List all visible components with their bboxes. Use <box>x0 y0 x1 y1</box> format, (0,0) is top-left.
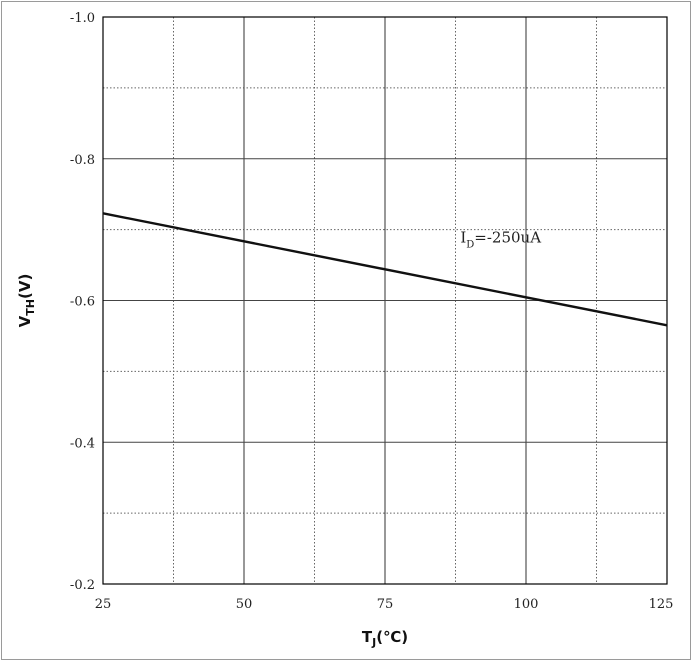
series-layer <box>102 212 668 327</box>
major-grid <box>103 17 667 584</box>
y-tick-label: -1.0 <box>70 11 95 26</box>
x-tick-labels: 25 50 75 100 125 <box>95 597 674 612</box>
y-tick-label: -0.4 <box>70 436 95 451</box>
x-tick-label: 100 <box>514 597 539 612</box>
y-tick-label: -0.8 <box>70 153 95 168</box>
plot-area <box>102 16 668 585</box>
x-tick-label: 75 <box>377 597 394 612</box>
x-tick-label: 50 <box>236 597 253 612</box>
x-axis-label: TJ(℃) <box>362 628 408 649</box>
id-annotation: ID=-250uA <box>460 228 541 250</box>
y-tick-label: -0.2 <box>70 578 95 593</box>
series-line <box>102 212 668 327</box>
x-tick-label: 125 <box>649 597 674 612</box>
minor-grid <box>103 17 667 584</box>
y-tick-labels: -0.2 -0.4 -0.6 -0.8 -1.0 <box>70 11 95 593</box>
y-tick-label: -0.6 <box>70 295 95 310</box>
y-axis-label: VTH(V) <box>16 274 37 328</box>
x-tick-label: 25 <box>95 597 112 612</box>
